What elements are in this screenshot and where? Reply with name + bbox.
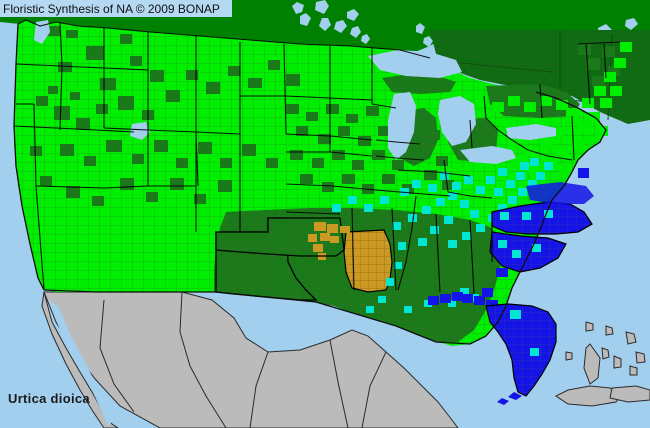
coastline <box>13 23 607 345</box>
species-name-label: Urtica dioica <box>8 391 90 406</box>
map-title-text: Floristic Synthesis of NA © 2009 BONAP <box>3 1 220 16</box>
great-lakes <box>34 20 556 164</box>
map-title-bar: Floristic Synthesis of NA © 2009 BONAP <box>0 0 232 17</box>
region-mexico-absent <box>41 291 650 428</box>
state-arkansas <box>340 226 393 293</box>
states-carolinas-blue <box>428 168 594 309</box>
state-florida <box>485 303 557 405</box>
state-oklahoma <box>215 217 345 260</box>
state-boundaries <box>13 19 621 295</box>
